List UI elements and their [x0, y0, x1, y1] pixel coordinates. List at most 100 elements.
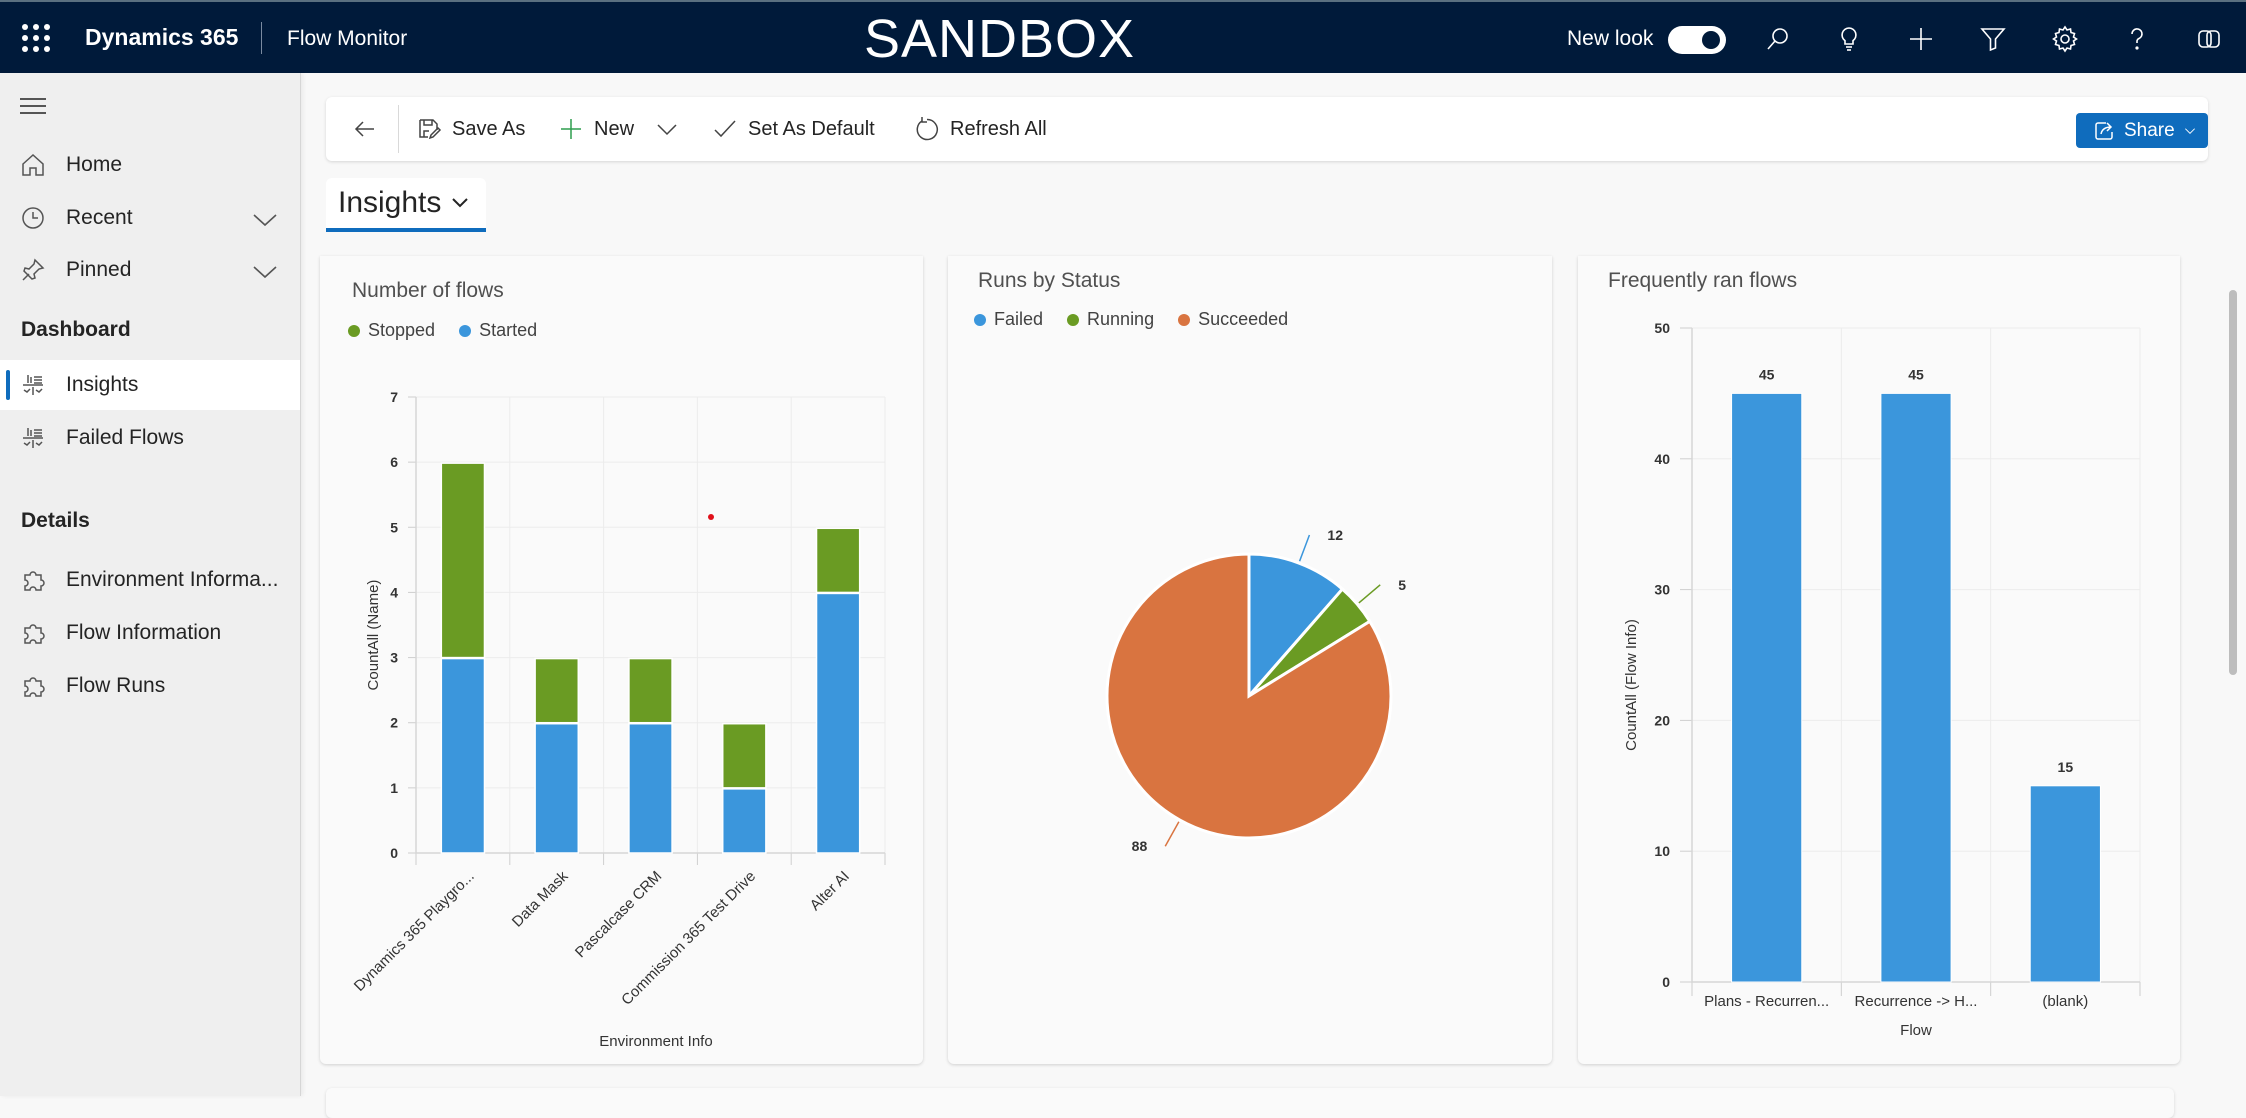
legend-label: Started: [479, 320, 538, 340]
bar-segment-started: [440, 657, 486, 854]
section-details: Details: [21, 509, 90, 532]
bar-segment-started: [721, 788, 767, 854]
stacked-bar-chart: 0 1 2 3 4 5 6 7 Dynamics 365 Playgro... Data Mask…: [351, 389, 886, 1050]
legend-item-succeeded[interactable]: Succeeded: [1178, 309, 1288, 330]
sidebar-item-recent[interactable]: Recent: [0, 193, 300, 243]
refresh-icon: [916, 117, 939, 141]
pie-data-label: 88: [1132, 838, 1148, 854]
chevron-down-icon[interactable]: [252, 210, 278, 227]
bar-data-label: 45: [1908, 366, 1924, 382]
sidebar-item-label: Flow Information: [66, 621, 222, 644]
sidebar-item-label: Pinned: [66, 258, 132, 281]
bar: [2029, 785, 2101, 983]
legend-label: Succeeded: [1198, 309, 1289, 329]
app-launcher-icon[interactable]: [22, 24, 50, 52]
sidebar-item-home[interactable]: Home: [0, 140, 300, 190]
share-label: Share: [2124, 119, 2175, 141]
chevron-down-icon: [2184, 127, 2195, 134]
legend-item-running[interactable]: Running: [1067, 309, 1154, 330]
new-button[interactable]: New: [558, 97, 634, 161]
sidebar: Home Recent Pinned Dashboard Insights Fa…: [0, 73, 301, 1096]
save-as-label: Save As: [452, 117, 526, 140]
hamburger-menu-icon[interactable]: [20, 98, 46, 116]
lightbulb-icon[interactable]: [1832, 22, 1866, 56]
legend-item-stopped[interactable]: Stopped: [348, 320, 435, 341]
share-button[interactable]: Share: [2076, 113, 2208, 148]
x-tick-label: Pascalcase CRM: [572, 868, 665, 961]
new-look-toggle[interactable]: [1668, 26, 1726, 54]
chevron-down-icon[interactable]: [252, 262, 278, 279]
chart-card-number-of-flows: Number of flows Stopped Started 0 1 2 3 4 5 6 7…: [320, 256, 923, 1064]
pie-chart: 12 5 88: [1105, 527, 1406, 854]
x-tick-label: (blank): [2042, 993, 2088, 1010]
x-tick-label: Alter AI: [807, 868, 853, 914]
filter-icon[interactable]: [1976, 22, 2010, 56]
puzzle-icon: [20, 673, 46, 699]
clock-icon: [20, 205, 46, 231]
sidebar-item-flow-runs[interactable]: Flow Runs: [0, 661, 300, 711]
save-as-button[interactable]: Save As: [416, 97, 525, 161]
view-name: Insights: [338, 186, 442, 219]
bar-segment-stopped: [721, 722, 767, 789]
pie-leader-line: [1298, 534, 1311, 562]
new-label: New: [594, 117, 635, 140]
chevron-down-icon: [452, 198, 469, 208]
chart-title: Runs by Status: [978, 269, 1121, 292]
view-selector[interactable]: Insights: [326, 178, 486, 232]
refresh-all-button[interactable]: Refresh All: [914, 97, 1047, 161]
search-icon[interactable]: [1760, 22, 1794, 56]
vertical-scrollbar[interactable]: [2229, 290, 2237, 675]
y-tick-label: 0: [1662, 974, 1670, 990]
y-tick-label: 10: [1654, 843, 1670, 859]
next-dashboard-card: [326, 1088, 2174, 1118]
legend-dot: [974, 313, 986, 326]
bar: [1731, 392, 1803, 983]
share-icon: [2095, 121, 2113, 140]
legend-dot: [348, 324, 360, 337]
dashboard-icon: [20, 425, 46, 451]
chart-legend: Failed Running Succeeded: [974, 309, 1312, 330]
home-icon: [20, 152, 46, 178]
chart-card-frequently-ran-flows: Frequently ran flows 0 10 20 30 40 50 45 Plans …: [1578, 256, 2180, 1064]
sidebar-item-environment-information[interactable]: Environment Informa...: [0, 555, 300, 605]
sidebar-item-failed-flows[interactable]: Failed Flows: [0, 413, 300, 463]
pie-leader-line: [1358, 584, 1381, 604]
bar: [1880, 392, 1952, 983]
save-as-icon: [419, 119, 442, 140]
set-as-default-label: Set As Default: [748, 117, 875, 140]
sidebar-item-flow-information[interactable]: Flow Information: [0, 608, 300, 658]
sidebar-item-insights[interactable]: Insights: [0, 360, 300, 410]
settings-icon[interactable]: [2048, 22, 2082, 56]
plus-icon: [561, 119, 581, 139]
y-tick-label: 20: [1654, 712, 1670, 728]
legend-dot: [1178, 313, 1191, 326]
sidebar-item-label: Failed Flows: [66, 426, 184, 449]
copilot-icon[interactable]: [2192, 22, 2226, 56]
bar-segment-stopped: [628, 657, 673, 724]
y-axis-title: CountAll (Flow Info): [1623, 619, 1640, 751]
y-axis-title: CountAll (Name): [365, 580, 382, 691]
legend-item-started[interactable]: Started: [459, 320, 537, 341]
legend-label: Failed: [994, 309, 1044, 329]
back-button[interactable]: [352, 97, 388, 161]
environment-label: SANDBOX: [864, 9, 1136, 69]
command-separator: [398, 105, 399, 153]
sidebar-item-pinned[interactable]: Pinned: [0, 245, 300, 295]
chart-card-runs-by-status: Runs by Status Failed Running Succeeded …: [948, 256, 1552, 1064]
puzzle-icon: [20, 567, 46, 593]
new-dropdown-button[interactable]: [654, 97, 690, 161]
module-name[interactable]: Flow Monitor: [287, 27, 408, 50]
y-tick-label: 5: [390, 519, 398, 535]
legend-item-failed[interactable]: Failed: [974, 309, 1043, 330]
puzzle-icon: [20, 620, 46, 646]
plus-icon[interactable]: [1904, 22, 1938, 56]
pin-icon: [20, 257, 46, 283]
app-name[interactable]: Dynamics 365: [85, 24, 239, 50]
pie-slice-failed: [1247, 552, 1345, 700]
marker-dot: [708, 514, 714, 520]
set-as-default-button[interactable]: Set As Default: [712, 97, 875, 161]
y-tick-label: 0: [390, 845, 398, 861]
help-icon[interactable]: [2120, 22, 2154, 56]
pie-data-label: 12: [1327, 527, 1343, 543]
legend-dot: [459, 324, 472, 337]
